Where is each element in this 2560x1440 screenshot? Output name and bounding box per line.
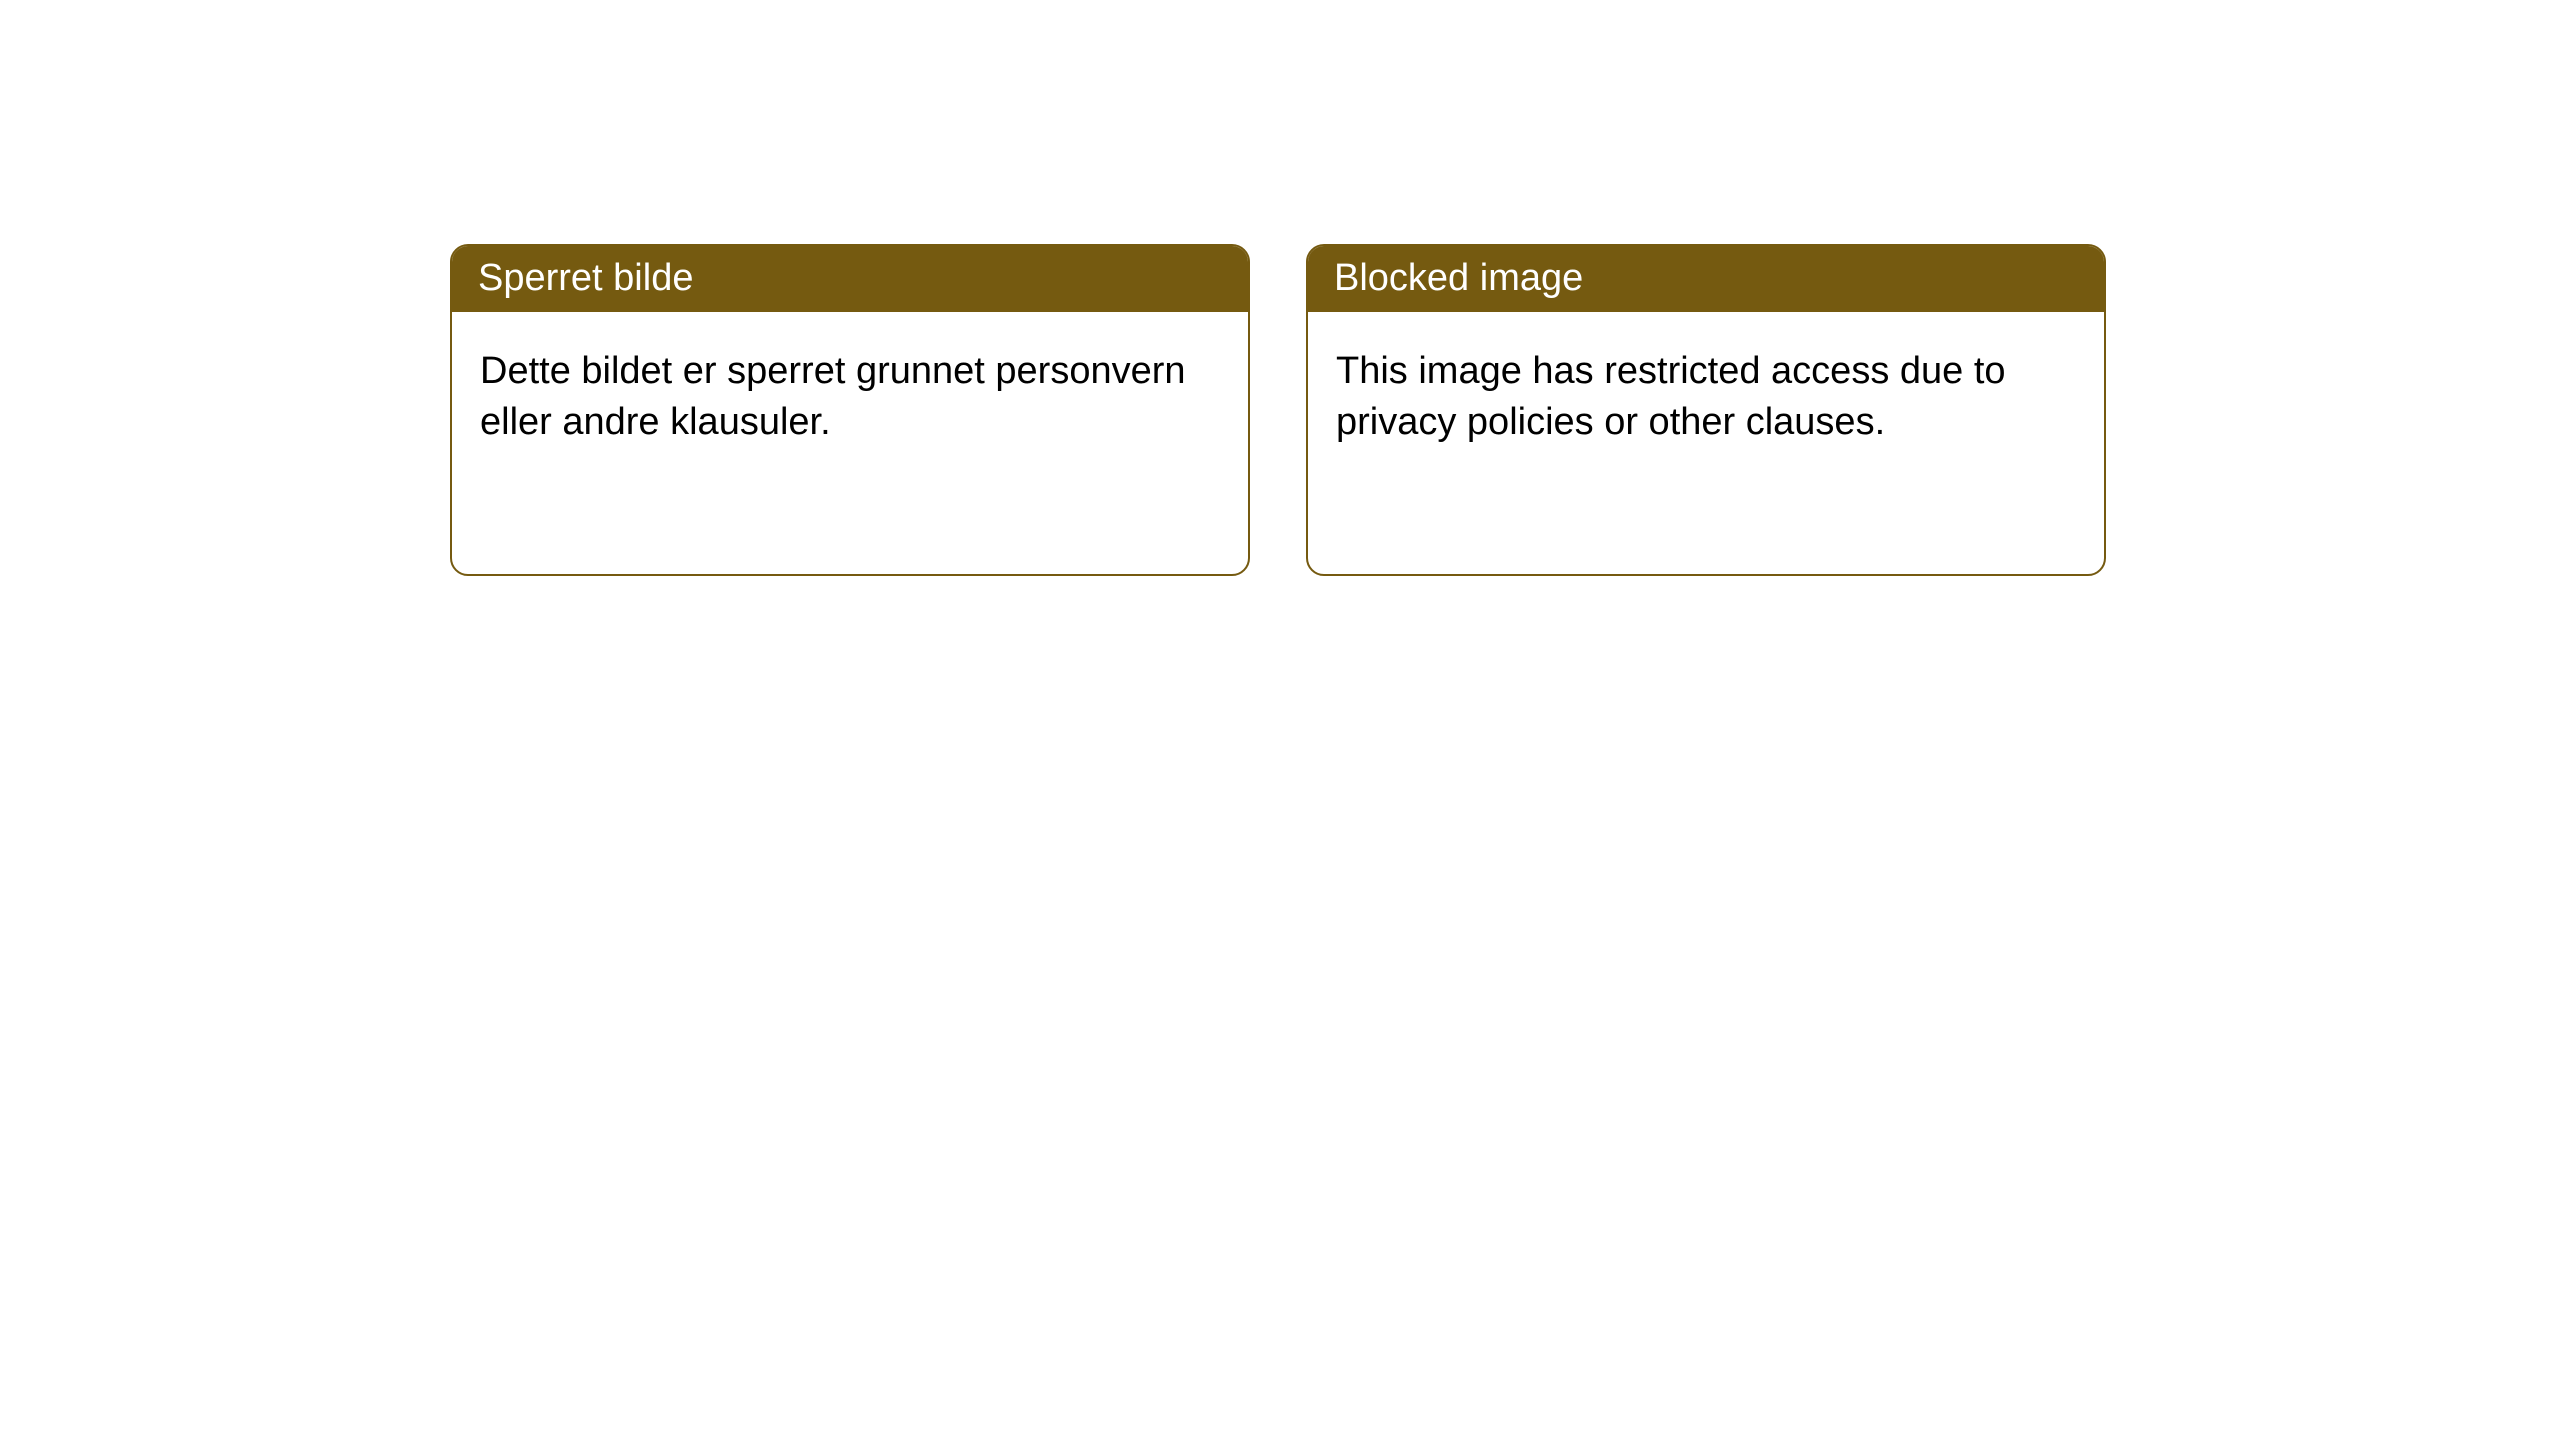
notice-card-english: Blocked image This image has restricted …	[1306, 244, 2106, 576]
notice-card-body: Dette bildet er sperret grunnet personve…	[452, 312, 1248, 483]
notice-card-body: This image has restricted access due to …	[1308, 312, 2104, 483]
notice-card-title: Sperret bilde	[452, 246, 1248, 312]
notice-card-title: Blocked image	[1308, 246, 2104, 312]
notice-card-norwegian: Sperret bilde Dette bildet er sperret gr…	[450, 244, 1250, 576]
notice-cards-container: Sperret bilde Dette bildet er sperret gr…	[0, 0, 2560, 576]
